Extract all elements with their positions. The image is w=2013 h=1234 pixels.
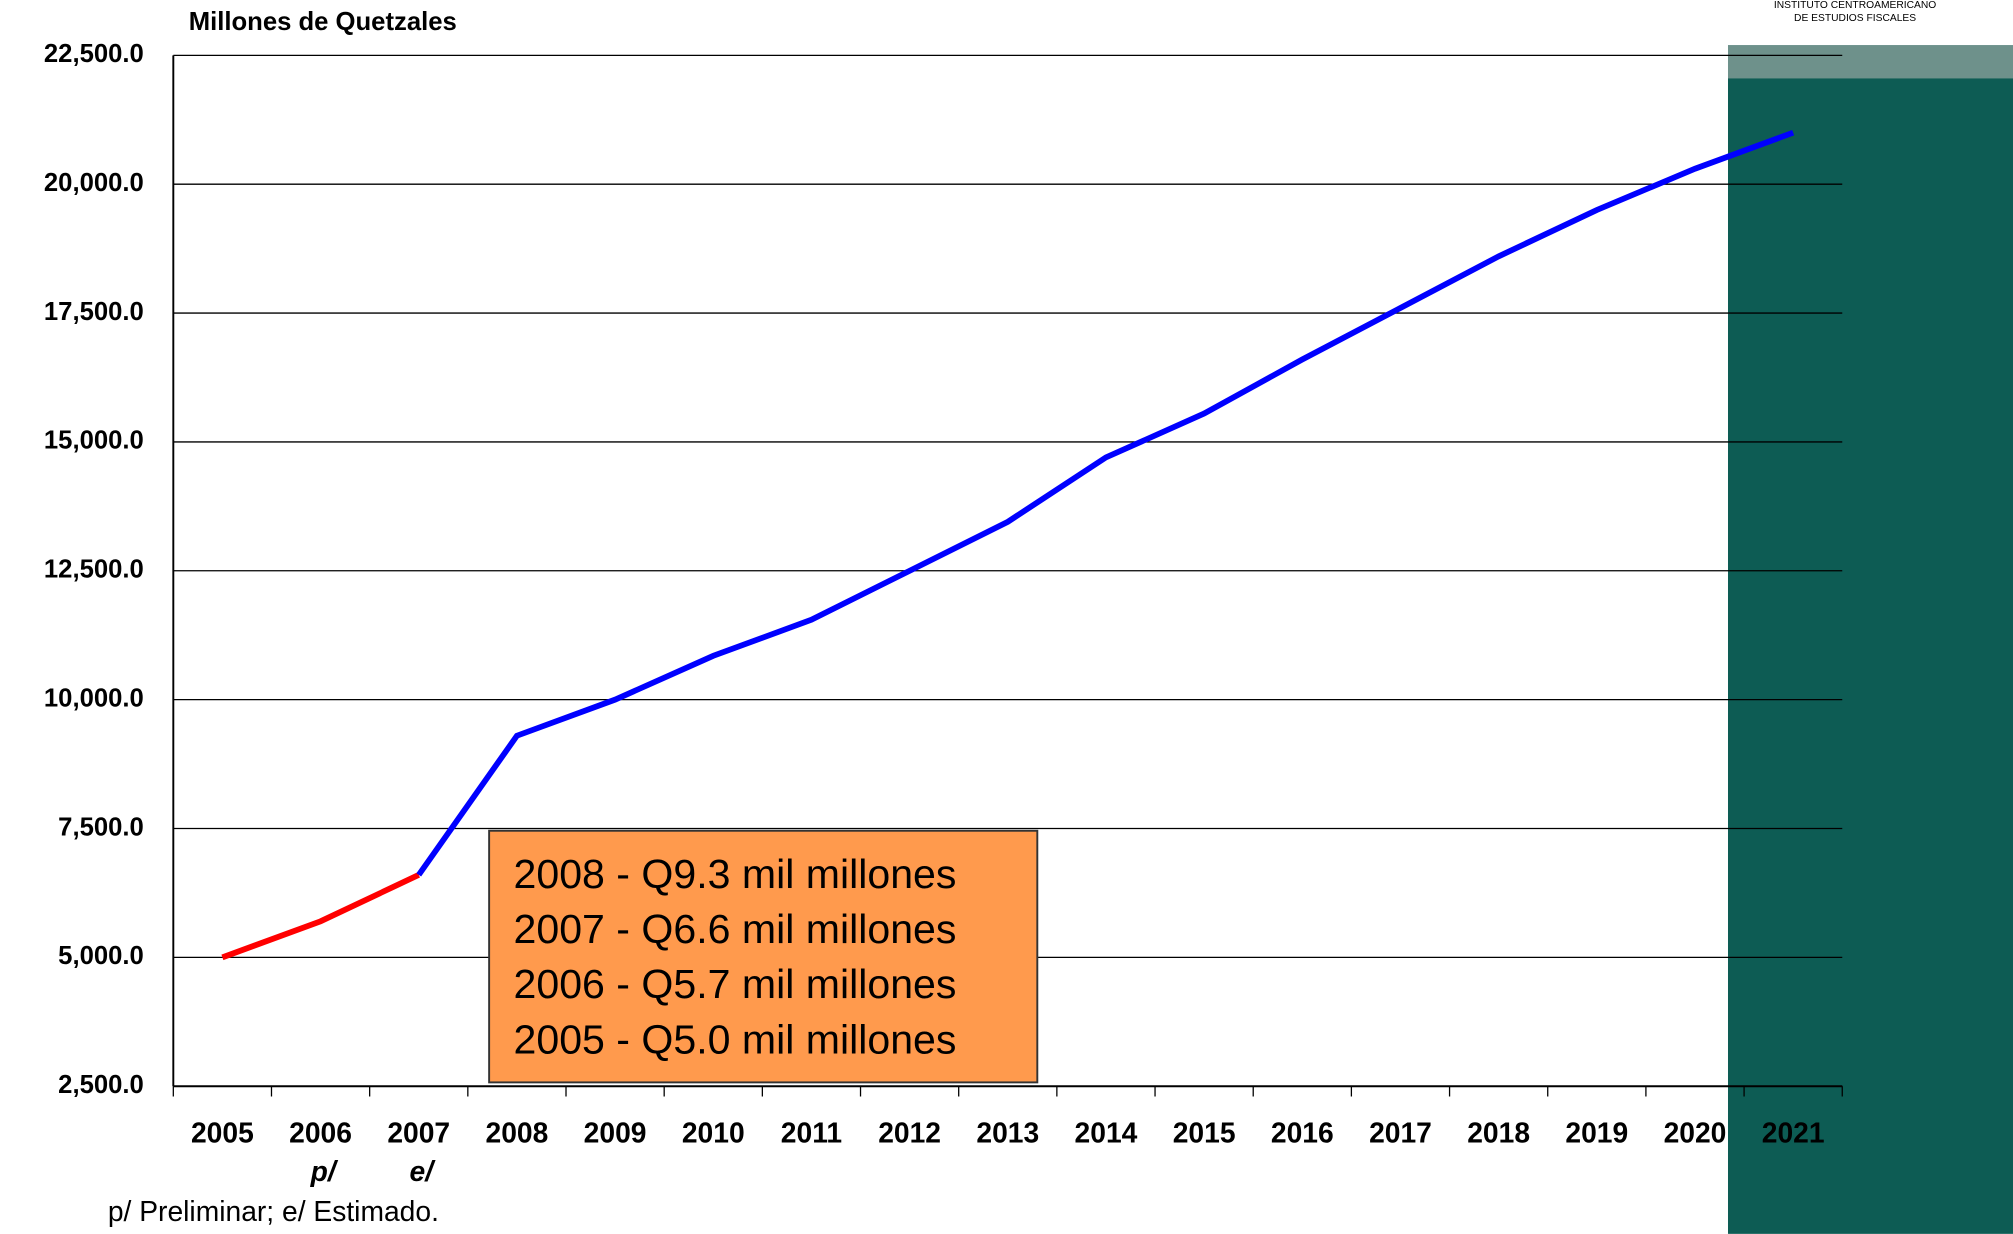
x-tick-label: 2009 [584,1116,647,1148]
x-tick-label: 2017 [1369,1116,1432,1148]
annotation-text: 2007 - Q6.6 mil millones [514,906,957,952]
x-tick-label: 2010 [682,1116,745,1148]
x-tick-label: 2019 [1565,1116,1628,1148]
x-tick-label: 2015 [1173,1116,1236,1148]
y-tick-label: 5,000.0 [58,942,144,970]
annotation-box [488,829,1039,1084]
x-tick-label: 2013 [976,1116,1039,1148]
y-tick-label: 22,500.0 [44,40,144,68]
footnote: p/ Preliminar; e/ Estimado. [108,1195,439,1227]
logo-text: INSTITUTO CENTROAMERICANO [1774,0,1936,11]
side-panel-strip [1727,45,2013,79]
x-tick-note: p/ [310,1155,339,1187]
x-tick-label: 2006 [289,1116,352,1148]
y-tick-label: 15,000.0 [44,427,144,455]
y-tick-label: 2,500.0 [58,1071,144,1099]
x-tick-label: 2005 [191,1116,254,1148]
side-panel [1727,45,2013,1234]
x-tick-label: 2016 [1271,1116,1334,1148]
series-line [416,129,1795,877]
x-tick-label: 2021 [1762,1116,1825,1148]
x-tick-label: 2011 [781,1116,842,1148]
x-tick-note: e/ [410,1155,437,1187]
series-line [221,872,420,961]
logo-area [1727,0,2013,46]
annotation-text: 2005 - Q5.0 mil millones [514,1016,957,1062]
y-tick-label: 12,500.0 [44,556,144,584]
y-tick-label: 7,500.0 [58,813,144,841]
annotation-text: 2006 - Q5.7 mil millones [514,961,957,1007]
y-axis-label: Millones de Quetzales [189,8,457,36]
y-tick-label: 10,000.0 [44,684,144,712]
x-tick-label: 2020 [1664,1116,1727,1148]
x-tick-label: 2018 [1467,1116,1530,1148]
y-tick-label: 20,000.0 [44,169,144,197]
annotation-text: 2008 - Q9.3 mil millones [514,851,957,897]
logo-text: DE ESTUDIOS FISCALES [1794,13,1916,24]
x-tick-label: 2008 [486,1116,549,1148]
x-tick-label: 2014 [1075,1116,1138,1148]
x-tick-label: 2007 [387,1116,450,1148]
x-tick-label: 2012 [878,1116,941,1148]
y-tick-label: 17,500.0 [44,298,144,326]
